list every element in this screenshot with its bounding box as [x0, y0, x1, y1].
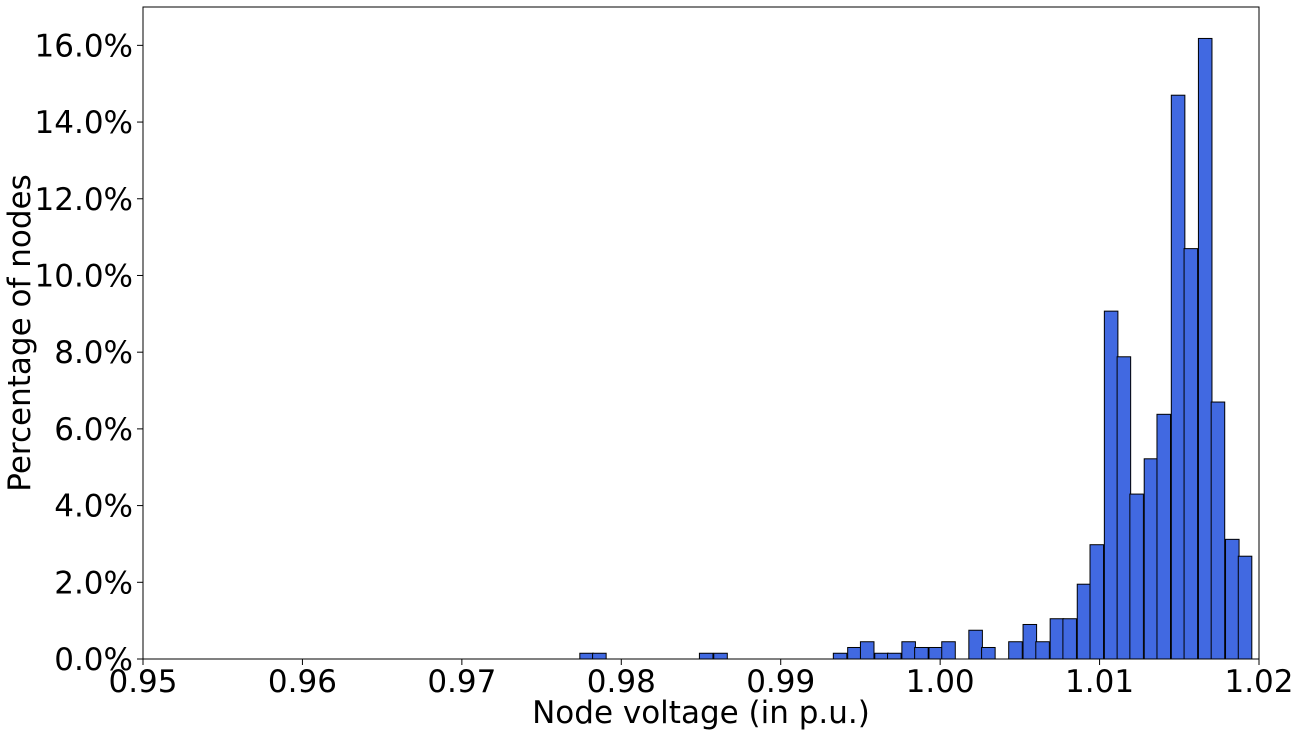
histogram-bar: [887, 652, 902, 660]
histogram-bar: [1237, 555, 1253, 660]
histogram-bar: [1197, 37, 1213, 660]
histogram-bar: [1170, 94, 1186, 660]
histogram-bar: [592, 652, 607, 660]
y-tick-label: 6.0%: [54, 412, 133, 448]
histogram-bar: [1008, 641, 1023, 660]
x-tick-label: 1.00: [906, 664, 975, 700]
histogram-bar: [832, 652, 848, 660]
histogram-bar: [1022, 623, 1038, 660]
y-tick-label: 4.0%: [54, 489, 133, 525]
x-axis: 0.95 0.96 0.97 0.98 0.99 1.00 1.01 1.02: [108, 659, 1294, 700]
histogram-bar: [859, 641, 875, 660]
y-tick-label: 0.0%: [54, 642, 133, 678]
x-tick-label: 1.02: [1224, 664, 1293, 700]
x-tick-label: 0.95: [108, 664, 177, 700]
histogram-bar: [901, 641, 916, 660]
y-tick-label: 12.0%: [35, 182, 133, 218]
x-tick-label: 0.97: [427, 664, 496, 700]
x-tick-label: 0.98: [587, 664, 656, 700]
y-tick-label: 2.0%: [54, 565, 133, 601]
y-tick-label: 8.0%: [54, 335, 133, 371]
histogram-bar: [1049, 618, 1065, 660]
y-axis-label: Percentage of nodes: [2, 174, 38, 492]
histogram-bar: [713, 652, 728, 660]
histogram-bar: [698, 652, 714, 660]
histogram-bar: [1210, 401, 1226, 660]
y-tick-label: 10.0%: [35, 258, 133, 294]
histogram-bar: [1143, 458, 1159, 660]
histogram-bar: [1089, 544, 1105, 660]
x-tick-label: 0.96: [268, 664, 337, 700]
histogram-bar: [981, 646, 996, 660]
histogram-bar: [928, 646, 944, 660]
histogram-bar: [914, 646, 929, 660]
histogram-bar: [1035, 641, 1050, 660]
histogram-bar: [1116, 356, 1132, 660]
histogram-bar: [1129, 493, 1144, 660]
histogram-bar: [1076, 583, 1092, 660]
histogram-bar: [941, 641, 956, 660]
histogram-bar: [874, 652, 889, 660]
histogram-bar: [1156, 413, 1172, 660]
histogram-bar: [1183, 248, 1199, 660]
histogram-bar: [1062, 618, 1077, 660]
histogram-bar: [968, 629, 983, 660]
histogram-bar: [1103, 310, 1119, 660]
histogram-bar: [579, 652, 594, 660]
histogram-bar: [1225, 538, 1240, 660]
y-axis: 0.0% 2.0% 4.0% 6.0% 8.0% 10.0% 12.0% 14.0% 16.0%: [35, 28, 143, 678]
bars-group: [579, 37, 1253, 660]
x-tick-label: 0.99: [746, 664, 815, 700]
y-tick-label: 16.0%: [35, 28, 133, 64]
x-axis-label: Node voltage (in p.u.): [532, 695, 870, 731]
x-tick-label: 1.01: [1065, 664, 1134, 700]
y-tick-label: 14.0%: [35, 105, 133, 141]
histogram-bar: [847, 646, 862, 660]
plot-frame: [142, 6, 1260, 660]
